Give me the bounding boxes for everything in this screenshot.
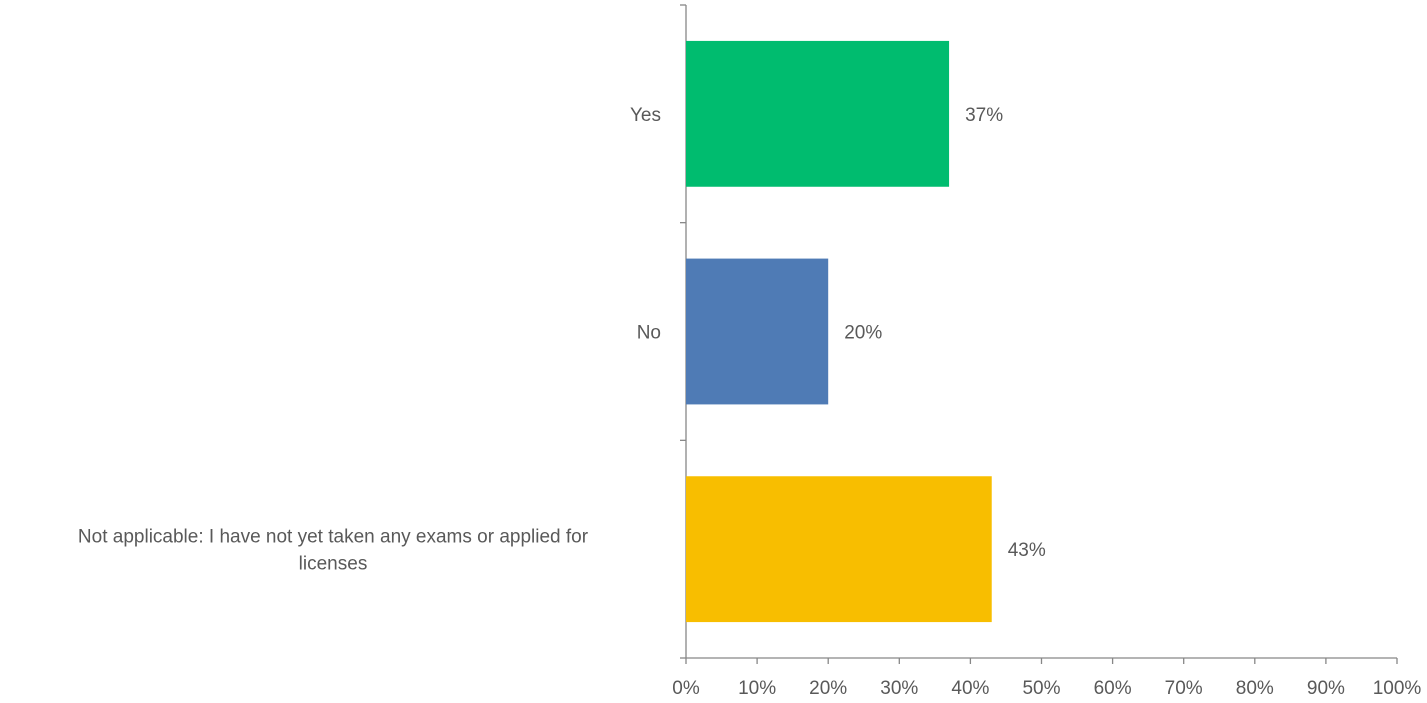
category-label-line: Yes (630, 105, 661, 126)
category-label-line: licenses (299, 554, 368, 575)
y-axis (680, 4, 687, 659)
x-tick-label: 90% (1307, 678, 1345, 699)
bar (686, 476, 992, 623)
x-tick-label: 40% (951, 678, 989, 699)
category-label: Not applicable: I have not yet taken any… (78, 527, 589, 575)
x-tick-label: 80% (1236, 678, 1274, 699)
x-tick-label: 50% (1022, 678, 1060, 699)
data-label: 37% (965, 105, 1003, 126)
x-tick-labels: 0% 10% 20% 30% 40% 50% 60% 70% 80% 90% 100% (672, 678, 1421, 699)
category-labels: Yes No Not applicable: I have not yet take… (78, 105, 661, 575)
x-tick-label: 0% (672, 678, 700, 699)
category-label: Yes (630, 105, 661, 126)
bar (686, 258, 829, 405)
bar (686, 40, 950, 187)
x-axis (685, 657, 1398, 664)
x-tick-label: 70% (1165, 678, 1203, 699)
x-tick-label: 100% (1373, 678, 1422, 699)
data-labels: 37% 20% 43% (844, 105, 1046, 561)
x-tick-label: 60% (1094, 678, 1132, 699)
bars (686, 40, 992, 623)
data-label: 43% (1008, 540, 1046, 561)
x-tick-label: 20% (809, 678, 847, 699)
data-label: 20% (844, 323, 882, 344)
x-tick-label: 30% (880, 678, 918, 699)
category-label-line: Not applicable: I have not yet taken any… (78, 527, 589, 548)
category-label: No (637, 323, 661, 344)
category-label-line: No (637, 323, 661, 344)
x-tick-label: 10% (738, 678, 776, 699)
